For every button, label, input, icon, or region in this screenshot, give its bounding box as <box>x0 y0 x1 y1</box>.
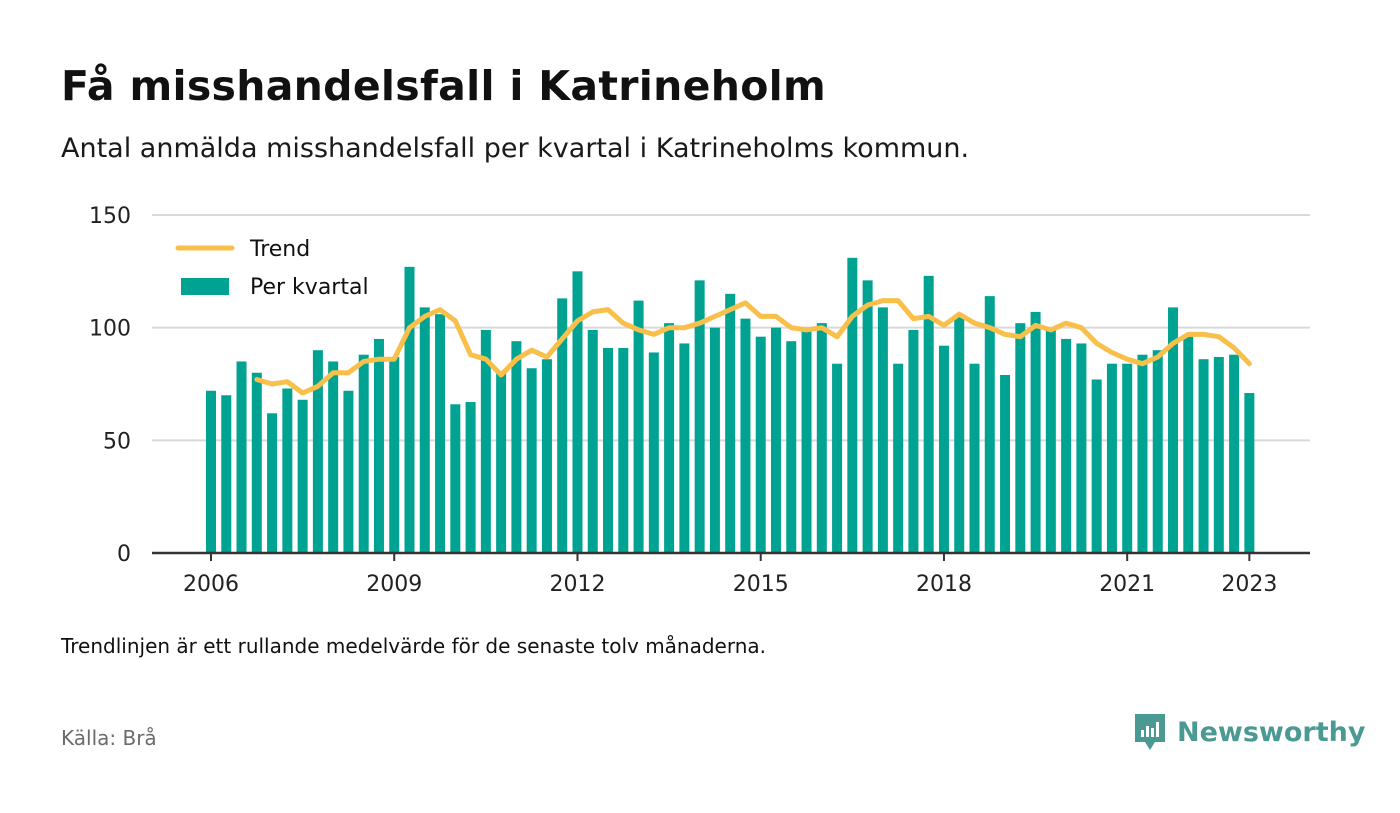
bar <box>1152 350 1163 553</box>
bar <box>1198 359 1209 553</box>
bar <box>465 402 476 553</box>
x-tick-label: 2009 <box>366 572 422 597</box>
bar <box>984 296 995 553</box>
bar <box>816 323 827 553</box>
y-tick-label: 150 <box>89 204 131 229</box>
bar <box>480 329 491 553</box>
bar <box>1061 338 1072 553</box>
bar <box>358 354 369 553</box>
x-tick-label: 2012 <box>549 572 605 597</box>
bar <box>282 388 293 553</box>
bar <box>572 271 583 553</box>
bar <box>1076 343 1087 553</box>
source-label: Källa: Brå <box>61 726 157 750</box>
bar <box>236 361 247 553</box>
bar <box>908 329 919 553</box>
bar <box>1091 379 1102 553</box>
bar <box>893 363 904 553</box>
newsworthy-icon <box>1135 714 1165 750</box>
bar <box>404 266 415 553</box>
footnote: Trendlinjen är ett rullande medelvärde f… <box>61 634 767 658</box>
bar <box>251 372 262 553</box>
bar <box>618 347 629 553</box>
bar <box>496 372 507 553</box>
bar <box>389 356 400 553</box>
bar <box>969 363 980 553</box>
y-tick-label: 50 <box>103 429 131 454</box>
bar <box>725 293 736 553</box>
bar <box>450 404 461 553</box>
bar <box>1122 363 1133 553</box>
bar <box>648 352 659 553</box>
bar <box>755 336 766 553</box>
bar <box>603 347 614 553</box>
bar <box>770 327 781 553</box>
axis-layer: 2006 2009 2012 2015 2018 2021 2023 <box>152 551 1310 597</box>
chart-title: Få misshandelsfall i Katrineholm <box>61 62 827 110</box>
bar <box>801 327 812 553</box>
bar <box>1015 323 1026 553</box>
bar <box>557 298 568 553</box>
x-tick-label: 2006 <box>183 572 239 597</box>
bar <box>1183 336 1194 553</box>
x-tick-label: 2018 <box>916 572 972 597</box>
bar <box>419 307 430 553</box>
bar <box>954 316 965 553</box>
trend-line <box>254 298 1252 396</box>
bar <box>1213 356 1224 553</box>
brand-name: Newsworthy <box>1177 716 1366 748</box>
bar <box>786 341 797 553</box>
bar <box>832 363 843 553</box>
bar <box>206 390 216 553</box>
bar-layer <box>206 257 1255 553</box>
bar <box>847 257 858 553</box>
bar <box>1229 354 1240 553</box>
bar <box>1137 354 1148 553</box>
bar <box>938 345 949 553</box>
bar <box>923 275 934 553</box>
bar <box>1045 329 1056 553</box>
bar <box>343 390 354 553</box>
bar <box>709 327 720 553</box>
bar <box>511 341 522 553</box>
bar <box>1106 363 1117 553</box>
legend-bar-swatch <box>181 278 229 295</box>
bar <box>267 413 278 553</box>
y-tick-label: 100 <box>89 317 131 342</box>
bar <box>1168 307 1179 553</box>
bar <box>328 361 339 553</box>
bar <box>664 323 675 553</box>
bar <box>1000 374 1011 553</box>
trend-layer <box>254 298 1252 396</box>
x-tick-label: 2015 <box>733 572 789 597</box>
brand-logo[interactable]: Newsworthy <box>1133 710 1365 754</box>
legend-trend-label: Trend <box>249 237 310 262</box>
bar <box>312 350 323 553</box>
bar <box>740 318 751 553</box>
grid-layer: 0 50 100 150 <box>89 204 1310 567</box>
bar <box>877 307 888 553</box>
bar <box>694 280 705 553</box>
bar <box>221 395 232 553</box>
chart-svg: 0 50 100 150 2006 2009 2012 2015 2018 2021 2023 T… <box>89 204 1310 597</box>
x-tick-label: 2023 <box>1221 572 1277 597</box>
bar <box>526 368 537 553</box>
bar <box>679 343 690 553</box>
bar <box>297 399 308 553</box>
bar <box>633 300 644 553</box>
chart-subtitle: Antal anmälda misshandelsfall per kvarta… <box>61 133 970 164</box>
bar <box>1244 393 1255 553</box>
bar <box>541 359 552 553</box>
legend-bar-label: Per kvartal <box>250 275 369 300</box>
bar <box>435 314 446 553</box>
bar <box>587 329 598 553</box>
x-tick-label: 2021 <box>1099 572 1155 597</box>
bar <box>373 338 384 553</box>
legend: Trend Per kvartal <box>175 237 369 300</box>
bar <box>862 280 873 553</box>
y-tick-label: 0 <box>117 542 131 567</box>
bar <box>1030 311 1041 553</box>
